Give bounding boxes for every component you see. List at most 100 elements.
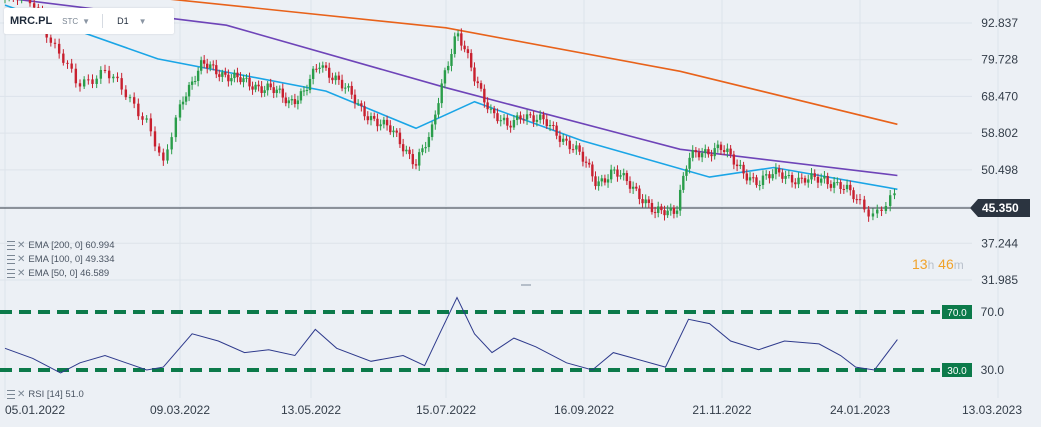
candle-body [120,78,123,90]
candle [700,147,704,163]
candle-body [401,144,405,152]
candle [575,140,578,155]
candle [373,112,376,122]
candle-body [466,49,470,54]
candle-body [398,132,402,145]
candle [128,94,132,103]
candle [568,136,571,154]
candle-body [774,168,778,175]
candle-body [337,75,341,80]
candle-body [376,118,379,127]
ema100-legend[interactable]: ✕ EMA [100, 0] 49.334 [7,254,114,265]
rsi-legend[interactable]: ✕ RSI [14] 51.0 [7,389,84,400]
candle-body [95,78,98,84]
candle [181,96,185,110]
candle-body [575,145,578,150]
candle-body [603,178,607,183]
ema200-line [170,0,898,126]
candle-body [710,154,713,157]
candle [302,86,306,96]
candle [836,177,839,186]
candle [308,74,312,94]
candle [810,168,813,184]
symbol-label[interactable]: MRC.PL [10,15,53,27]
settings-icon[interactable] [7,269,15,278]
candle-body [591,164,594,177]
candle-body [344,87,347,89]
candle-body [548,124,552,127]
candle [884,202,888,214]
candle [62,49,65,66]
pane-splitter-handle [521,284,531,286]
candle-body [418,152,421,166]
candle [790,172,794,188]
candle-body [800,177,803,179]
candle [99,66,103,84]
countdown-h-unit: h [927,258,935,272]
candle [797,172,800,189]
candle-body [196,70,200,82]
candle [774,163,778,180]
candle-body [269,83,272,88]
candle [771,169,774,181]
candle [529,111,532,119]
grid [0,0,999,398]
candle [284,92,288,107]
settings-icon[interactable] [7,390,15,399]
date-tick-label: 09.03.2022 [150,403,210,417]
candle [440,79,443,108]
candle-body [678,189,682,211]
candle [318,62,321,74]
close-icon[interactable]: ✕ [17,268,26,279]
candle [496,108,499,124]
candle-body [311,68,315,79]
candle [405,145,408,155]
candle [545,114,548,130]
candle-body [545,119,548,127]
settings-icon[interactable] [7,241,15,250]
candle-body [434,114,437,125]
candle [437,97,440,118]
candle [561,133,565,146]
timeframe-label[interactable]: D1 [117,16,129,26]
countdown-minutes: 46 [938,256,954,272]
candle-body [116,76,119,79]
candle [653,206,657,219]
candle-body [145,118,148,120]
close-icon[interactable]: ✕ [17,254,26,265]
candle-body [328,67,331,78]
ema200-legend[interactable]: ✕ EMA [200, 0] 60.994 [7,240,114,251]
chevron-down-icon[interactable]: ▼ [82,16,91,26]
candle-body [558,135,562,142]
candle [483,84,486,108]
close-icon[interactable]: ✕ [17,240,26,251]
candle [619,170,622,180]
candle [606,174,610,188]
settings-icon[interactable] [7,255,15,264]
candle-body [141,116,144,120]
candle [227,69,230,87]
date-tick-label: 13.03.2023 [962,403,1022,417]
candle [344,83,347,94]
candle [379,119,382,131]
candle-body [529,114,532,116]
candle-body [181,101,185,105]
candle [479,80,483,92]
close-icon[interactable]: ✕ [17,389,26,400]
candle [153,126,157,152]
candle-body [395,130,398,133]
candle [293,93,297,108]
candle [609,164,613,184]
candle [826,172,829,189]
symbol-bar[interactable]: MRC.PL STC ▼ D1 ▼ [4,8,174,34]
candle-body [242,78,245,83]
candle-body [308,78,312,91]
ema50-legend[interactable]: ✕ EMA [50, 0] 46.589 [7,268,109,279]
candle-body [215,65,218,75]
candle [768,171,771,184]
candle [755,174,758,188]
chevron-down-icon[interactable]: ▼ [138,16,147,26]
candle-body [568,140,571,150]
